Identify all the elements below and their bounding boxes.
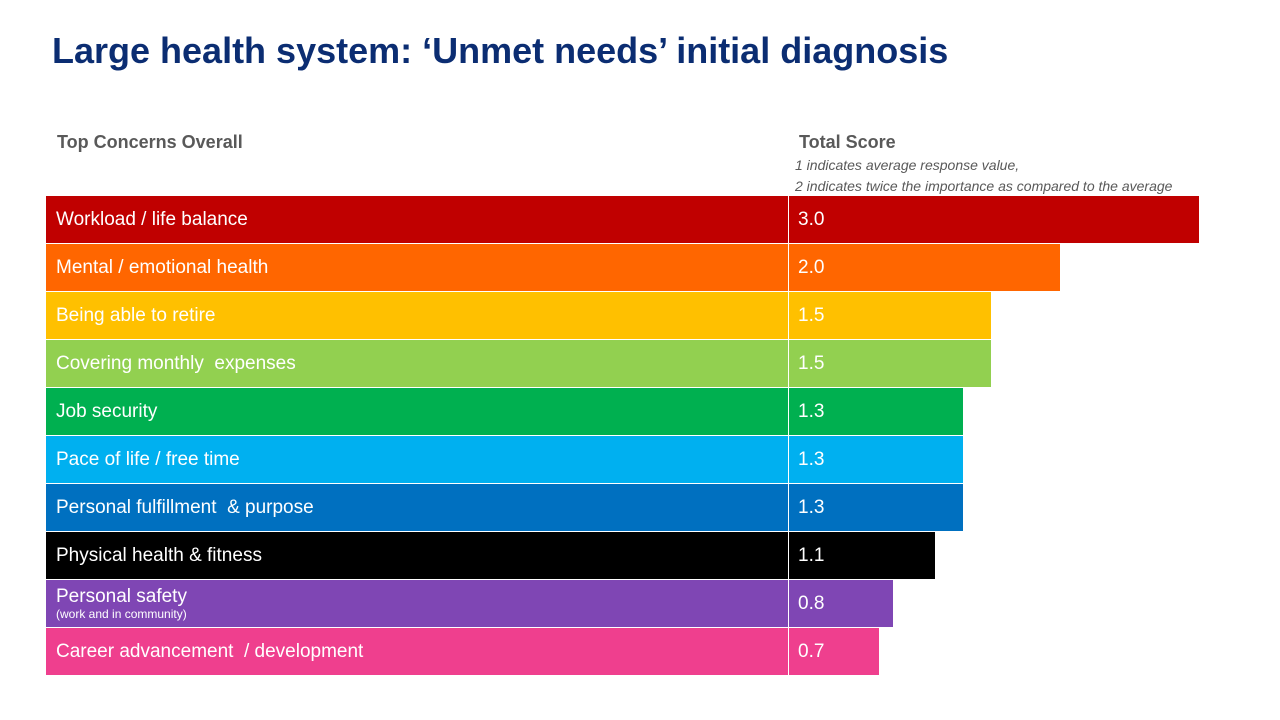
chart-row: Personal fulfillment & purpose 1.3: [46, 484, 1226, 532]
column-divider: [788, 484, 789, 531]
column-divider: [788, 628, 789, 675]
category-label: Being able to retire: [56, 292, 776, 339]
category-label-text: Physical health & fitness: [56, 544, 262, 566]
category-label-text: Workload / life balance: [56, 208, 248, 230]
column-divider: [788, 388, 789, 435]
chart-bar: [46, 532, 935, 579]
column-divider: [788, 196, 789, 243]
chart-bar: [46, 484, 963, 531]
score-value-label: 3.0: [798, 208, 825, 230]
column-divider: [788, 436, 789, 483]
column-divider: [788, 532, 789, 579]
chart-row: Being able to retire 1.5: [46, 292, 1226, 340]
score-value-label: 1.5: [798, 352, 825, 374]
chart-bar: [46, 436, 963, 483]
category-label-text: Personal safety: [56, 585, 187, 607]
category-label: Physical health & fitness: [56, 532, 776, 579]
category-sublabel: (work and in community): [56, 606, 187, 621]
concerns-column-header: Top Concerns Overall: [57, 132, 243, 152]
category-label: Pace of life / free time: [56, 436, 776, 483]
page-title: Large health system: ‘Unmet needs’ initi…: [52, 30, 949, 71]
score-note-line-1: 1 indicates average response value,: [795, 157, 1020, 173]
score-value-label: 1.3: [798, 400, 825, 422]
column-divider: [788, 340, 789, 387]
category-label: Career advancement / development: [56, 628, 776, 675]
score-value-label: 2.0: [798, 256, 825, 278]
chart-row: Covering monthly expenses 1.5: [46, 340, 1226, 388]
category-label-text: Personal fulfillment & purpose: [56, 496, 314, 518]
category-label: Workload / life balance: [56, 196, 776, 243]
chart-bar: [46, 388, 963, 435]
chart-bar: [46, 196, 1199, 243]
score-value-label: 1.1: [798, 544, 825, 566]
category-label-text: Job security: [56, 400, 158, 422]
chart-bar: [46, 340, 991, 387]
chart-row: Job security 1.3: [46, 388, 1226, 436]
category-label-text: Career advancement / development: [56, 640, 364, 662]
chart-row: Career advancement / development 0.7: [46, 628, 1226, 676]
category-label: Personal safety (work and in community): [56, 580, 776, 627]
chart-bar: [46, 244, 1060, 291]
column-divider: [788, 580, 789, 627]
chart-row: Physical health & fitness 1.1: [46, 532, 1226, 580]
column-divider: [788, 292, 789, 339]
category-label-text: Mental / emotional health: [56, 256, 269, 278]
score-column-header: Total Score: [799, 132, 896, 152]
column-divider: [788, 244, 789, 291]
category-label-text: Being able to retire: [56, 304, 216, 326]
score-note-line-2: 2 indicates twice the importance as comp…: [795, 178, 1173, 194]
category-label: Job security: [56, 388, 776, 435]
chart-row: Personal safety (work and in community) 0.…: [46, 580, 1226, 628]
category-label: Covering monthly expenses: [56, 340, 776, 387]
category-label-text: Pace of life / free time: [56, 448, 240, 470]
score-value-label: 1.3: [798, 448, 825, 470]
chart-row: Pace of life / free time 1.3: [46, 436, 1226, 484]
chart-bar: [46, 628, 879, 675]
chart-row: Mental / emotional health 2.0: [46, 244, 1226, 292]
chart-row: Workload / life balance 3.0: [46, 196, 1226, 244]
concerns-bar-chart: Workload / life balance 3.0 Mental / emoti…: [46, 196, 1226, 676]
score-value-label: 1.5: [798, 304, 825, 326]
score-value-label: 1.3: [798, 496, 825, 518]
category-label: Mental / emotional health: [56, 244, 776, 291]
score-value-label: 0.7: [798, 640, 825, 662]
chart-bar: [46, 580, 893, 627]
score-value-label: 0.8: [798, 592, 825, 614]
category-label: Personal fulfillment & purpose: [56, 484, 776, 531]
chart-bar: [46, 292, 991, 339]
category-label-text: Covering monthly expenses: [56, 352, 296, 374]
